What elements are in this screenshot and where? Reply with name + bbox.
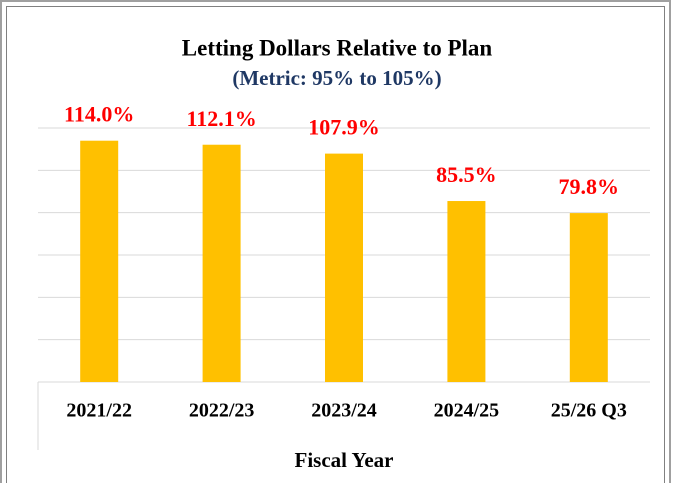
- x-tick-label: 25/26 Q3: [551, 400, 627, 422]
- chart-title: Letting Dollars Relative to Plan: [182, 35, 493, 60]
- chart-subtitle: (Metric: 95% to 105%): [232, 66, 441, 90]
- x-tick-label: 2021/22: [66, 400, 132, 422]
- x-tick-label: 2022/23: [189, 400, 255, 422]
- bar: [80, 140, 119, 382]
- bar: [202, 144, 241, 382]
- x-tick-label: 2023/24: [311, 400, 377, 422]
- data-label: 112.1%: [186, 106, 256, 131]
- bar: [569, 213, 608, 382]
- data-label: 107.9%: [308, 115, 380, 140]
- bar: [447, 201, 486, 382]
- data-label: 79.8%: [559, 174, 620, 199]
- data-label: 114.0%: [64, 102, 134, 127]
- data-label: 85.5%: [436, 162, 497, 187]
- bar: [325, 153, 363, 382]
- x-axis-title: Fiscal Year: [295, 448, 394, 472]
- x-tick-label: 2024/25: [434, 400, 500, 422]
- inner-frame: [6, 6, 665, 483]
